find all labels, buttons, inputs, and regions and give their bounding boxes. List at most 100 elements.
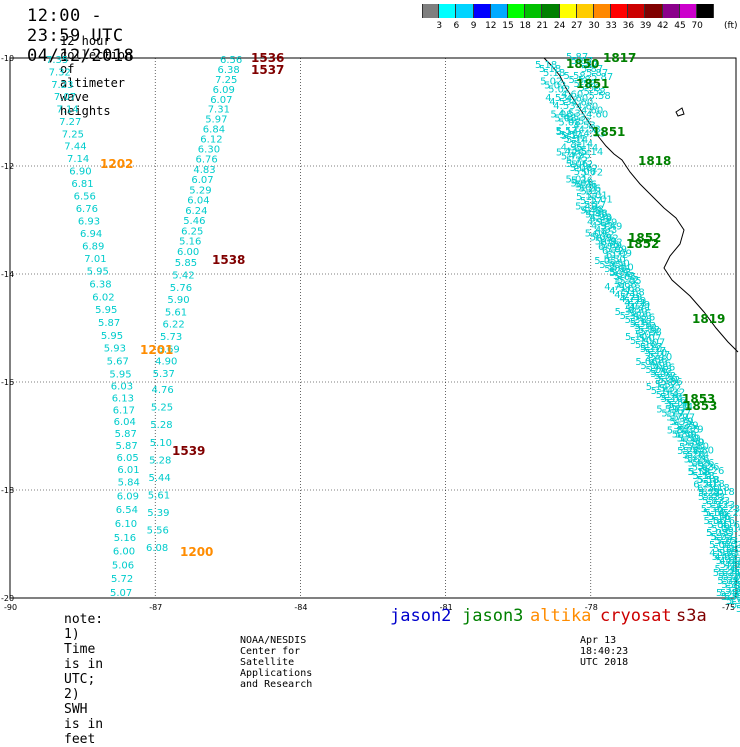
wave-height-value: 6.93 <box>78 217 100 228</box>
wave-height-value: 6.01 <box>117 465 139 476</box>
wave-height-value: 7.14 <box>67 154 89 165</box>
wave-height-value: 5.29 <box>628 300 650 311</box>
wave-height-value: 5.12 <box>638 325 660 336</box>
wave-height-value: 6.08 <box>146 543 168 554</box>
wave-height-value: 5.77 <box>673 413 695 424</box>
wave-height-value: 5.08 <box>558 118 580 129</box>
wave-height-value: 5.87 <box>98 318 120 329</box>
wave-height-value: 7.07 <box>54 92 76 103</box>
wave-height-value: 5.76 <box>170 283 192 294</box>
wave-height-value: 5.58 <box>589 91 611 102</box>
wave-height-value: 6.13 <box>112 393 134 404</box>
time-label: 1201 <box>140 343 173 357</box>
time-label: 1817 <box>603 51 636 65</box>
wave-height-value: 7.14 <box>57 105 79 116</box>
time-label: 1200 <box>180 545 213 559</box>
wave-height-value: 5.44 <box>149 473 171 484</box>
wave-height-tracks: 7.357.327.237.077.147.277.257.447.146.90… <box>46 52 740 619</box>
wave-height-value: 5.87 <box>115 429 137 440</box>
longitude-label: -84 <box>294 603 307 612</box>
wave-height-value: 5.02 <box>548 85 570 96</box>
wave-height-value: 7.27 <box>59 117 81 128</box>
wave-height-value: 5.56 <box>709 512 731 523</box>
wave-height-value: 4.60 <box>586 110 608 121</box>
wave-height-value: 4.95 <box>569 151 591 162</box>
time-label: 1852 <box>626 237 659 251</box>
wave-height-value: 5.73 <box>160 332 182 343</box>
wave-height-value: 5.06 <box>112 560 134 571</box>
wave-height-value: 6.05 <box>117 453 139 464</box>
time-label: 1853 <box>684 399 717 413</box>
wave-height-value: 6.09 <box>117 491 139 502</box>
wave-height-value: 5.95 <box>101 331 123 342</box>
wave-height-value: 5.37 <box>153 369 175 380</box>
wave-height-value: 5.61 <box>165 307 187 318</box>
bottom-note: note: 1) Time is in UTC; 2) SWH is in fe… <box>64 612 103 747</box>
island-outline <box>676 108 684 116</box>
wave-height-value: 6.89 <box>82 242 104 253</box>
wave-height-value: 6.76 <box>76 204 98 215</box>
wave-height-value: 6.10 <box>115 519 137 530</box>
latitude-label: -14 <box>1 270 14 279</box>
wave-height-value: 4.53 <box>553 101 575 112</box>
time-label: 1537 <box>251 63 284 77</box>
wave-height-value: 6.04 <box>114 417 136 428</box>
wave-height-value: 5.17 <box>584 200 606 211</box>
wave-height-value: 6.00 <box>113 547 135 558</box>
legend-entry-jason2: jason2 <box>390 606 451 626</box>
longitude-label: -90 <box>4 603 17 612</box>
legend-entry-jason3: jason3 <box>462 606 523 626</box>
wave-height-value: 5.28 <box>150 420 172 431</box>
time-label: 1539 <box>172 444 205 458</box>
wave-height-value: 5.57 <box>564 134 586 145</box>
wave-height-value: 5.36 <box>723 572 740 583</box>
wave-height-value: 7.32 <box>49 67 71 78</box>
wave-height-value: 5.33 <box>706 500 728 511</box>
wave-height-value: 7.35 <box>46 55 68 66</box>
wave-height-value: 6.00 <box>177 247 199 258</box>
wave-height-value: 7.25 <box>62 129 84 140</box>
wave-height-value: 6.90 <box>69 167 91 178</box>
wave-height-value: 6.17 <box>113 405 135 416</box>
latitude-label: -20 <box>1 594 14 603</box>
wave-height-value: 5.35 <box>678 425 700 436</box>
wave-height-value: 5.03 <box>717 548 739 559</box>
wave-height-value: 5.56 <box>147 526 169 537</box>
wave-height-value: 6.38 <box>89 279 111 290</box>
wave-height-value: 6.02 <box>92 292 114 303</box>
time-label: 1202 <box>100 157 133 171</box>
wave-height-value: 6.54 <box>116 505 138 516</box>
wave-height-value: 5.06 <box>712 524 734 535</box>
latitude-label: -16 <box>1 378 14 387</box>
wave-height-value: 5.95 <box>95 305 117 316</box>
wave-height-value: 5.58 <box>697 475 719 486</box>
time-label: 1851 <box>576 77 609 91</box>
wave-height-value: 5.90 <box>167 295 189 306</box>
wave-height-value: 5.74 <box>687 450 709 461</box>
wave-height-value: 5.25 <box>714 536 736 547</box>
wave-height-value: 5.56 <box>633 313 655 324</box>
wave-height-value: 5.93 <box>104 344 126 355</box>
wave-height-value: 5.61 <box>148 490 170 501</box>
wave-height-value: 7.44 <box>64 142 86 153</box>
legend-entry-s3a: s3a <box>676 606 707 626</box>
time-label: 1851 <box>592 125 625 139</box>
wave-height-value: 5.68 <box>623 288 645 299</box>
time-label: 1819 <box>692 312 725 326</box>
wave-height-value: 7.01 <box>84 254 106 265</box>
wave-height-value: 6.03 <box>111 382 133 393</box>
wave-height-value: 6.94 <box>80 229 102 240</box>
wave-height-value: 5.38 <box>725 584 740 595</box>
wave-height-value: 5.95 <box>109 369 131 380</box>
wave-height-value: 4.90 <box>155 357 177 368</box>
wave-height-value: 6.20 <box>701 488 723 499</box>
wave-height-value: 5.42 <box>172 271 194 282</box>
map-plot: -10-12-14-16-18-20-90-87-84-81-78-75 7.3… <box>0 0 740 650</box>
wave-height-value: 5.26 <box>579 184 601 195</box>
wave-height-value: 5.27 <box>648 350 670 361</box>
wave-height-value: 5.07 <box>110 588 132 599</box>
wave-height-value: 5.32 <box>658 375 680 386</box>
wave-height-value: 6.52 <box>601 238 623 249</box>
wave-height-value: 7.23 <box>51 80 73 91</box>
legend-entry-altika: altika <box>530 606 591 626</box>
